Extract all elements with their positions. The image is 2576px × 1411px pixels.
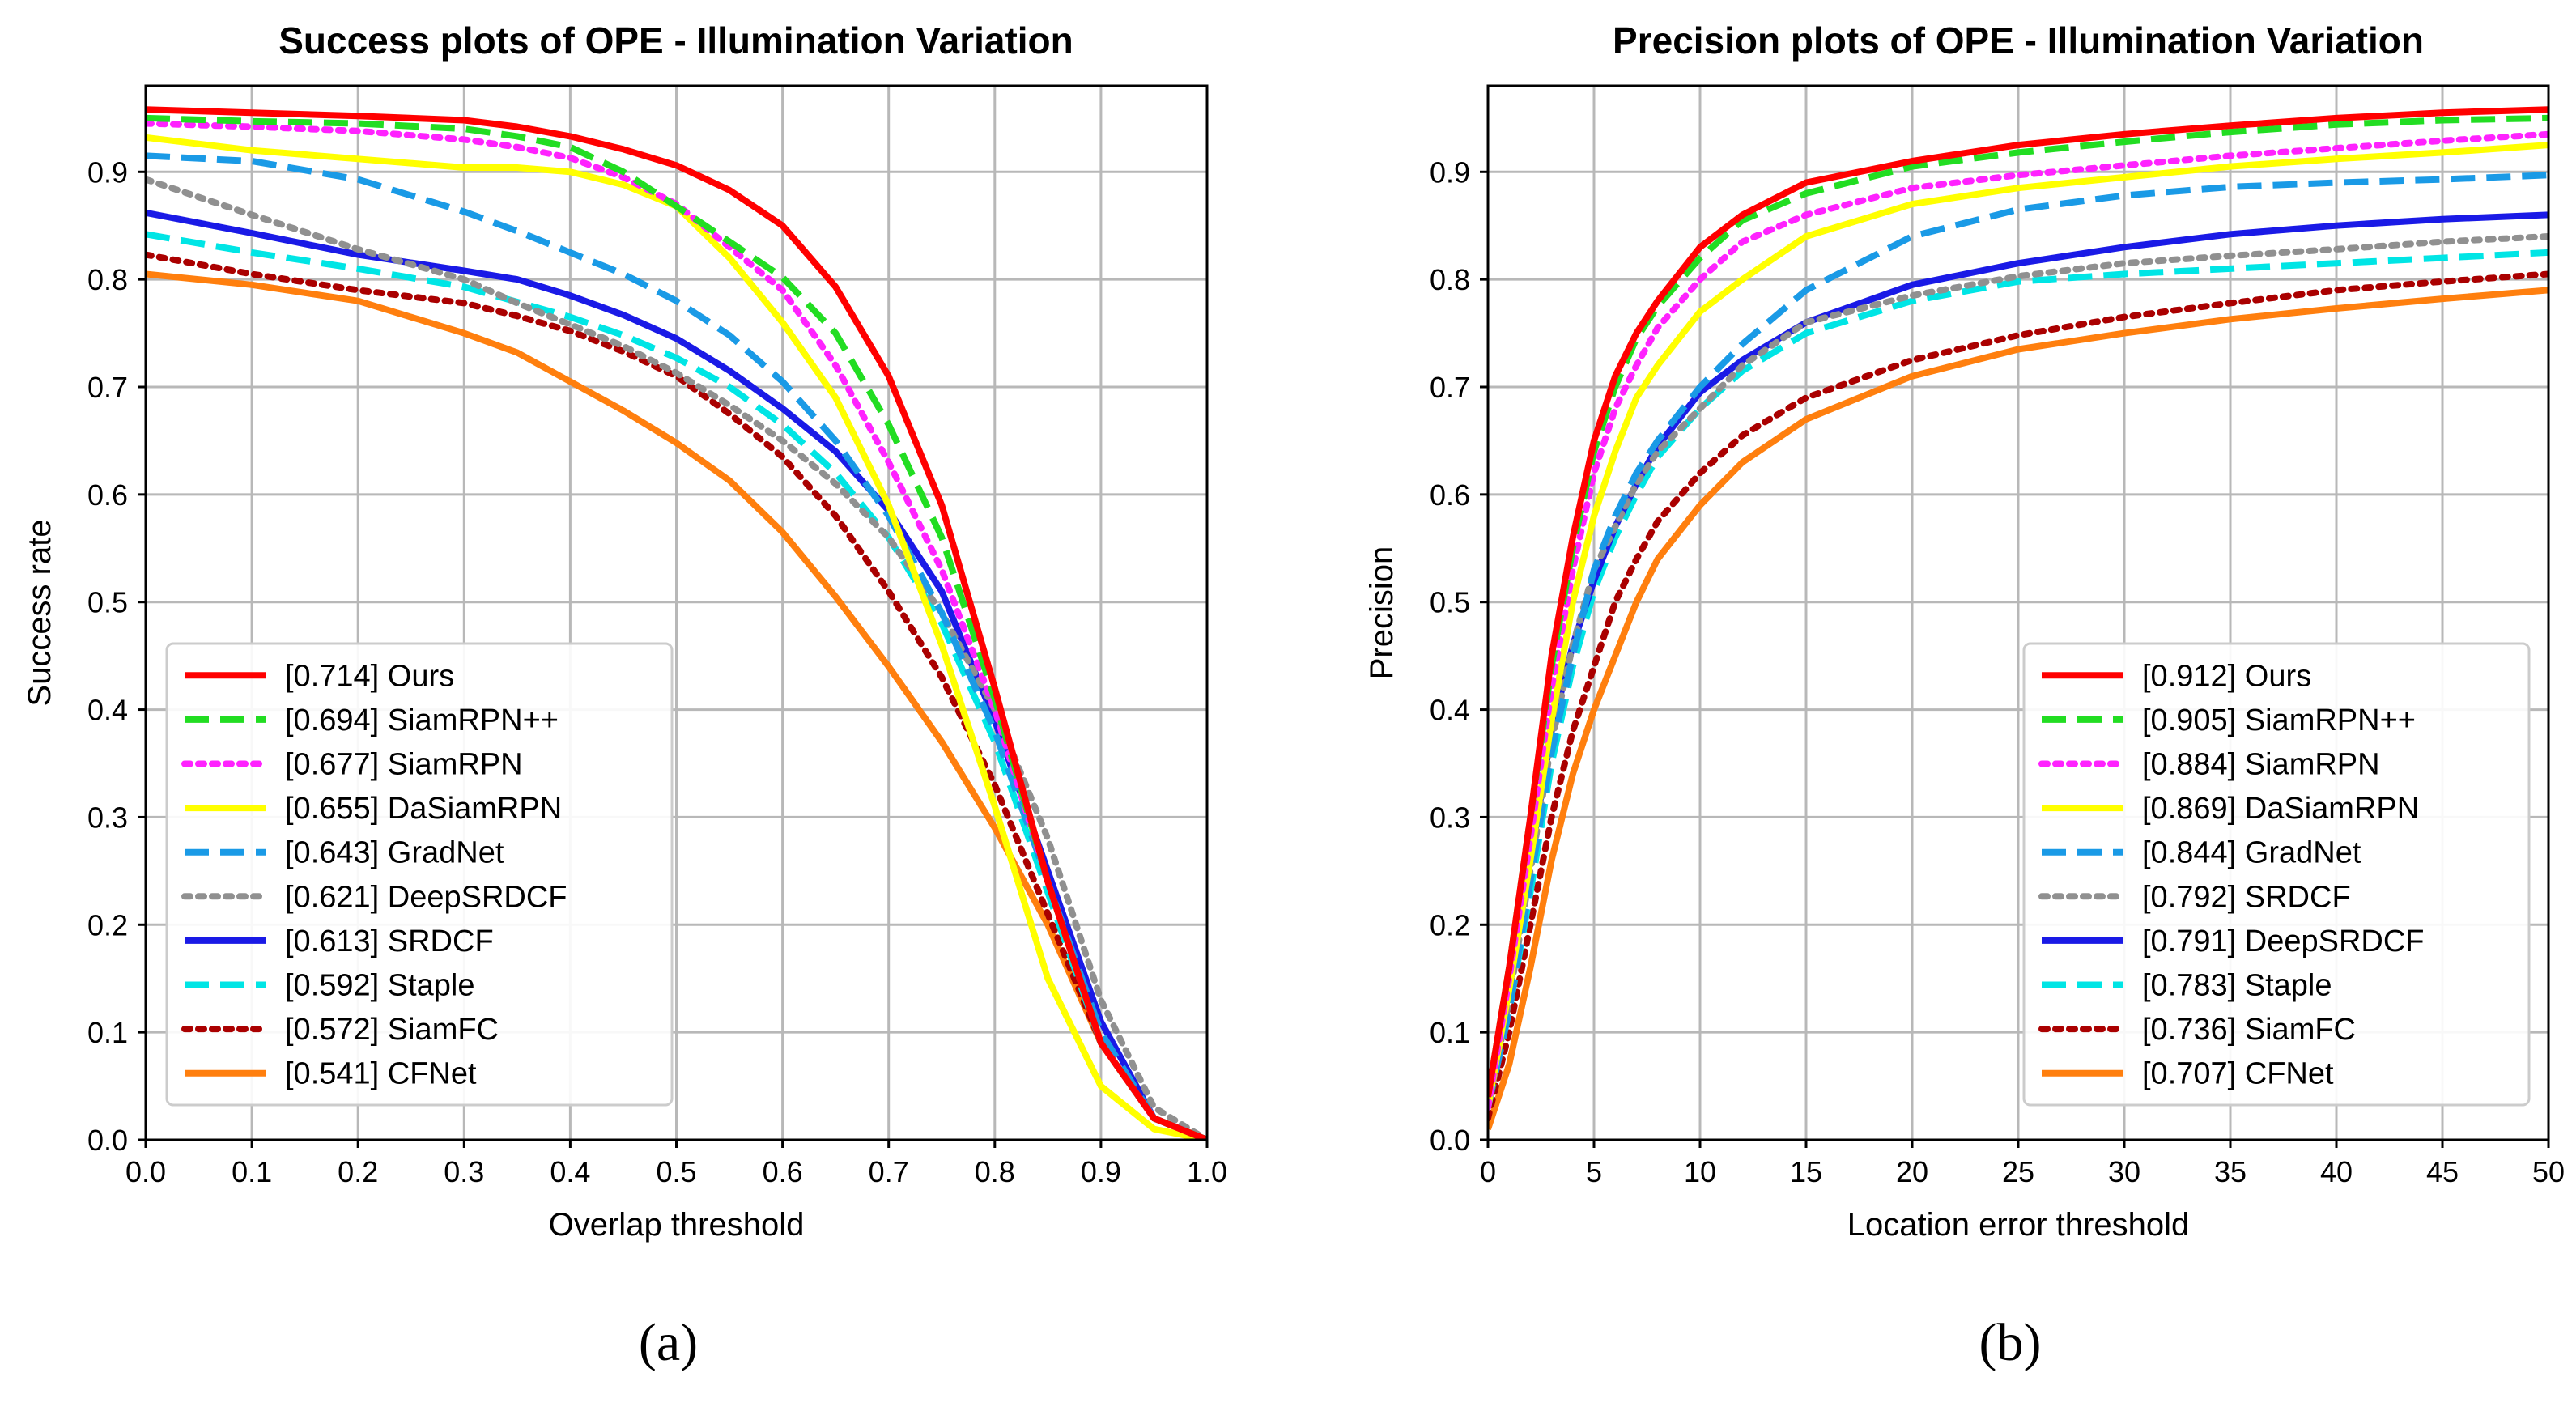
y-tick-label: 0.4 xyxy=(87,694,128,727)
legend-entry: [0.783] Staple xyxy=(2142,969,2332,1003)
legend-entry: [0.694] SiamRPN++ xyxy=(285,703,559,737)
x-tick-label: 10 xyxy=(1684,1155,1716,1188)
x-tick-label: 45 xyxy=(2426,1155,2459,1188)
series-line xyxy=(146,134,1207,1140)
x-tick-label: 15 xyxy=(1790,1155,1822,1188)
legend-entry: [0.655] DaSiamRPN xyxy=(285,792,562,826)
y-tick-label: 0.1 xyxy=(87,1016,128,1049)
legend-entry: [0.844] GradNet xyxy=(2142,836,2361,870)
x-tick-label: 0.6 xyxy=(763,1155,803,1188)
x-axis-label: Overlap threshold xyxy=(549,1207,805,1243)
y-tick-label: 0.4 xyxy=(1430,694,1470,727)
legend-entry: [0.613] SRDCF xyxy=(285,924,494,958)
legend-entry: [0.592] Staple xyxy=(285,969,475,1003)
x-tick-label: 0 xyxy=(1480,1155,1496,1188)
legend-entry: [0.792] SRDCF xyxy=(2142,880,2351,914)
legend-entry: [0.572] SiamFC xyxy=(285,1013,499,1047)
panel-label: (a) xyxy=(639,1313,698,1372)
series-line xyxy=(1488,172,2548,1108)
x-tick-label: 40 xyxy=(2320,1155,2353,1188)
plot-frame xyxy=(144,84,1209,1141)
series-line xyxy=(146,270,1207,1140)
chart-title: Precision plots of OPE - Illumination Va… xyxy=(1613,19,2424,62)
series-line xyxy=(1488,270,2548,1122)
x-tick-label: 0.3 xyxy=(444,1155,484,1188)
series-line xyxy=(146,106,1207,1140)
series-line xyxy=(1488,249,2548,1108)
chart-panel-2: 0 5 10 15 20 25 30 35 40 45 50 0.0 0.1 0.2 0.3 0.4 0.5 0.… xyxy=(1364,19,2565,1372)
y-tick-label: 0.9 xyxy=(87,155,128,189)
x-tick-label: 35 xyxy=(2214,1155,2247,1188)
legend-entry: [0.677] SiamRPN xyxy=(285,748,523,782)
legend-box xyxy=(165,642,674,1107)
x-tick-label: 0.2 xyxy=(338,1155,378,1188)
y-tick-label: 0.8 xyxy=(1430,263,1470,296)
legend: [0.714] Ours [0.694] SiamRPN++ [0.677] Sia… xyxy=(165,642,674,1107)
x-tick-label: 20 xyxy=(1896,1155,1928,1188)
x-tick-label: 0.9 xyxy=(1081,1155,1121,1188)
x-tick-label: 0.5 xyxy=(656,1155,696,1188)
y-tick-label: 0.0 xyxy=(87,1124,128,1157)
y-tick-label: 0.6 xyxy=(1430,478,1470,512)
series-line xyxy=(146,231,1207,1140)
x-tick-label: 5 xyxy=(1586,1155,1602,1188)
plot-frame xyxy=(1486,84,2550,1141)
y-tick-label: 0.7 xyxy=(1430,371,1470,404)
legend-entry: [0.714] Ours xyxy=(285,659,454,693)
y-axis-label: Precision xyxy=(1364,546,1400,680)
x-tick-label: 0.8 xyxy=(975,1155,1015,1188)
legend-entry: [0.707] CFNet xyxy=(2142,1057,2334,1091)
y-tick-label: 0.3 xyxy=(1430,801,1470,834)
legend-entry: [0.736] SiamFC xyxy=(2142,1013,2356,1047)
x-tick-label: 0.1 xyxy=(232,1155,272,1188)
x-axis-label: Location error threshold xyxy=(1847,1207,2189,1243)
y-tick-label: 0.2 xyxy=(87,908,128,941)
x-tick-label: 30 xyxy=(2108,1155,2140,1188)
legend-entry: [0.643] GradNet xyxy=(285,836,504,870)
legend-entry: [0.884] SiamRPN xyxy=(2142,748,2380,782)
legend-entry: [0.912] Ours xyxy=(2142,659,2311,693)
legend: [0.912] Ours [0.905] SiamRPN++ [0.884] Sia… xyxy=(2022,642,2531,1107)
series-line xyxy=(146,251,1207,1140)
legend-box xyxy=(2022,642,2531,1107)
series-line xyxy=(146,176,1207,1140)
legend-entry: [0.869] DaSiamRPN xyxy=(2142,792,2419,826)
x-tick-label: 0.0 xyxy=(125,1155,166,1188)
y-tick-label: 0.3 xyxy=(87,801,128,834)
series-line xyxy=(146,209,1207,1140)
y-tick-label: 0.8 xyxy=(87,263,128,296)
legend-entry: [0.541] CFNet xyxy=(285,1057,477,1091)
y-axis-label: Success rate xyxy=(22,519,57,706)
y-tick-label: 0.6 xyxy=(87,478,128,512)
series-line xyxy=(1488,106,2548,1098)
x-tick-label: 25 xyxy=(2002,1155,2034,1188)
y-tick-label: 0.2 xyxy=(1430,908,1470,941)
legend-entry: [0.621] DeepSRDCF xyxy=(285,880,567,914)
legend-entry: [0.791] DeepSRDCF xyxy=(2142,924,2425,958)
y-tick-label: 0.0 xyxy=(1430,1124,1470,1157)
x-tick-label: 0.7 xyxy=(869,1155,909,1188)
series-line xyxy=(1488,287,2548,1130)
x-tick-label: 0.4 xyxy=(550,1155,590,1188)
x-tick-label: 1.0 xyxy=(1187,1155,1227,1188)
legend-entry: [0.905] SiamRPN++ xyxy=(2142,703,2416,737)
y-tick-label: 0.9 xyxy=(1430,155,1470,189)
series-group xyxy=(1488,106,2548,1130)
y-tick-label: 0.5 xyxy=(1430,586,1470,619)
chart-panel-1: 0.0 0.1 0.2 0.3 0.4 0.5 0.6 0.7 0.8 0.9 1.0 0.0 0.1 0… xyxy=(22,19,1227,1372)
panel-label: (b) xyxy=(1979,1313,2042,1372)
y-tick-label: 0.7 xyxy=(87,371,128,404)
chart-title: Success plots of OPE - Illumination Vari… xyxy=(278,19,1073,62)
y-tick-label: 0.1 xyxy=(1430,1016,1470,1049)
series-group xyxy=(146,106,1207,1140)
x-tick-label: 50 xyxy=(2532,1155,2565,1188)
y-tick-label: 0.5 xyxy=(87,586,128,619)
series-line xyxy=(1488,142,2548,1108)
